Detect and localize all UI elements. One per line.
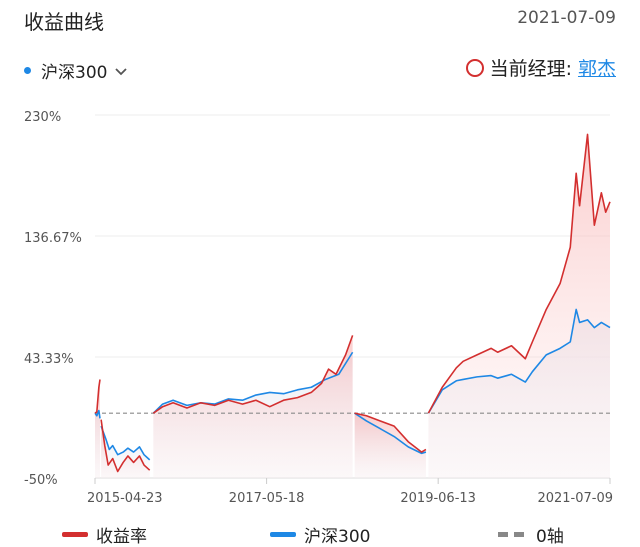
return-area bbox=[95, 379, 100, 478]
chevron-down-icon bbox=[115, 67, 128, 75]
legend-label-zero-axis: 0轴 bbox=[536, 527, 564, 547]
end-date: 2021-07-09 bbox=[517, 8, 616, 28]
return-area bbox=[101, 419, 150, 478]
legend-label-return: 收益率 bbox=[96, 527, 147, 547]
legend-item-zero-axis[interactable]: 0轴 bbox=[498, 522, 564, 547]
legend-swatch-benchmark bbox=[270, 532, 296, 537]
chart-title: 收益曲线 bbox=[24, 10, 104, 34]
manager-label: 当前经理: bbox=[489, 58, 572, 80]
legend-item-return[interactable]: 收益率 bbox=[62, 522, 147, 547]
benchmark-series-line bbox=[354, 412, 427, 455]
x-tick-label: 2019-06-13 bbox=[400, 491, 476, 506]
return-series-line bbox=[94, 379, 101, 414]
x-tick-label: 2015-04-23 bbox=[87, 491, 163, 506]
return-area bbox=[153, 335, 353, 478]
benchmark-series-line bbox=[100, 425, 151, 461]
x-tick-label: 2017-05-18 bbox=[229, 491, 305, 506]
return-series-line bbox=[100, 419, 151, 473]
return-series-line bbox=[427, 133, 611, 414]
return-series-line bbox=[152, 335, 354, 414]
return-area bbox=[428, 134, 610, 479]
legend-label-benchmark: 沪深300 bbox=[304, 527, 371, 547]
benchmark-series-line bbox=[427, 308, 611, 414]
benchmark-series-line bbox=[152, 351, 354, 414]
circle-icon bbox=[465, 58, 484, 77]
legend-swatch-return bbox=[62, 532, 88, 537]
manager-name-link[interactable]: 郭杰 bbox=[577, 58, 616, 80]
y-tick-label: 136.67% bbox=[24, 231, 82, 246]
legend-swatch-zero-axis bbox=[498, 532, 528, 537]
x-tick-label: 2021-07-09 bbox=[537, 491, 613, 506]
y-tick-label: 43.33% bbox=[24, 352, 74, 367]
benchmark-series-line bbox=[94, 409, 101, 419]
return-area bbox=[354, 413, 426, 478]
benchmark-dot-icon bbox=[24, 67, 31, 74]
return-series-line bbox=[354, 412, 427, 453]
y-tick-label: 230% bbox=[24, 110, 61, 125]
benchmark-selector[interactable]: 沪深300 bbox=[24, 58, 129, 83]
current-manager: 当前经理: 郭杰 bbox=[465, 54, 616, 81]
y-tick-label: -50% bbox=[24, 473, 58, 488]
benchmark-label: 沪深300 bbox=[41, 63, 108, 83]
legend-item-benchmark[interactable]: 沪深300 bbox=[270, 522, 370, 547]
